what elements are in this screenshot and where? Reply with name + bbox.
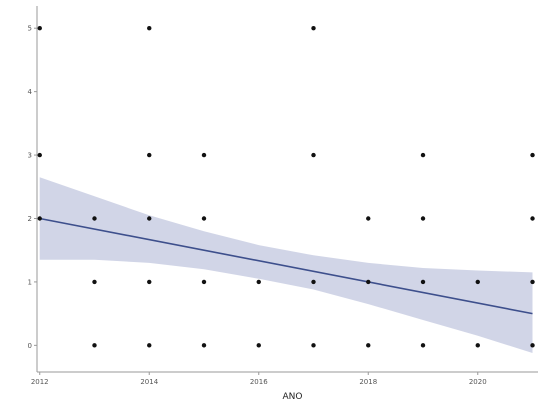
data-point <box>147 216 152 221</box>
x-tick-label: 2018 <box>359 378 377 386</box>
data-point <box>475 279 480 285</box>
x-tick-label: 2020 <box>469 378 487 386</box>
data-point <box>147 343 152 348</box>
y-tick-label: 5 <box>28 25 32 33</box>
data-point <box>201 343 207 348</box>
data-point <box>201 279 207 285</box>
data-point <box>530 279 535 285</box>
data-point <box>311 343 316 348</box>
x-tick-label: 2016 <box>250 378 268 386</box>
data-point <box>530 343 535 348</box>
data-point <box>420 279 426 285</box>
x-tick-label: 2012 <box>31 378 49 386</box>
data-point <box>92 343 97 348</box>
data-point <box>92 216 97 221</box>
data-point <box>420 216 426 221</box>
y-tick-label: 1 <box>28 278 32 286</box>
data-point <box>475 343 480 348</box>
data-point <box>147 279 152 285</box>
data-point <box>366 279 371 285</box>
data-points <box>37 26 535 348</box>
data-point <box>201 216 207 221</box>
data-point <box>530 152 535 158</box>
data-point <box>366 216 371 221</box>
x-axis-title: ANO <box>283 392 303 401</box>
y-tick-label: 2 <box>28 215 32 223</box>
x-tick-label: 2014 <box>140 378 158 386</box>
data-point <box>311 152 316 158</box>
y-ticks: 0 1 2 3 4 5 <box>28 25 37 350</box>
data-point <box>256 279 261 285</box>
data-point <box>311 26 316 31</box>
y-tick-label: 3 <box>28 152 32 160</box>
y-tick-label: 0 <box>28 342 32 350</box>
y-tick-label: 4 <box>28 88 33 96</box>
data-point <box>420 152 426 158</box>
data-point <box>37 216 42 221</box>
data-point <box>311 279 316 285</box>
data-point <box>201 152 207 158</box>
data-point <box>37 152 42 158</box>
data-point <box>37 26 42 31</box>
data-point <box>147 152 152 158</box>
data-point <box>256 343 261 348</box>
confidence-band <box>39 177 533 353</box>
trend-line <box>39 217 533 315</box>
data-point <box>530 216 535 221</box>
y-axis: 0 1 2 3 4 5 <box>28 6 38 372</box>
data-point <box>420 343 426 348</box>
data-point <box>92 279 97 285</box>
data-point <box>147 26 152 31</box>
x-ticks: 2012 2014 2016 2018 2020 <box>31 372 487 386</box>
data-point <box>366 343 371 348</box>
x-axis: 2012 2014 2016 2018 2020 <box>31 371 538 386</box>
plot-area <box>37 26 535 353</box>
